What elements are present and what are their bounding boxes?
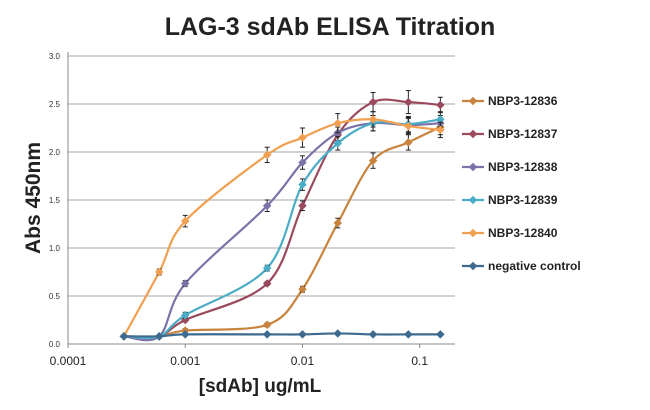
series-line [123,121,441,342]
x-axis-label: [sdAb] ug/mL [199,376,322,397]
legend-swatch-marker [468,96,478,106]
data-point [436,100,445,110]
y-tick-label: 1.5 [49,196,61,205]
series-line [123,126,441,338]
data-point [262,150,272,160]
data-point [119,332,129,341]
data-point [180,279,190,288]
data-point [436,115,445,124]
plot-area [119,90,445,342]
data-point [404,330,413,339]
x-tick-label: 0.001 [170,354,200,368]
y-axis-label: Abs 450nm [22,142,45,254]
legend-swatch-marker [468,129,478,139]
data-point [262,201,272,211]
y-tick-label: 0.0 [49,340,61,349]
y-tick-label: 3.0 [49,52,61,61]
data-point [404,121,413,131]
data-point [368,115,378,124]
y-tick-label: 0.5 [49,292,61,301]
data-point [404,97,413,107]
legend-label: NBP3-12836 [488,94,558,108]
series-line [123,98,441,339]
legend-item-0: NBP3-12836 [462,94,558,108]
axes [67,52,455,348]
y-tick-label: 2.0 [49,148,61,157]
legend-label: NBP3-12839 [488,193,558,207]
legend-swatch-marker [468,195,478,205]
legend-label: NBP3-12837 [488,127,558,141]
y-tick-labels: 0.0 0.5 1.0 1.5 2.0 2.5 3.0 [49,52,61,349]
x-tick-label: 0.0001 [50,354,87,368]
legend-item-2: NBP3-12838 [462,160,558,174]
data-point [298,330,307,339]
data-point [154,267,164,277]
legend-label: NBP3-12838 [488,160,558,174]
x-tick-label: 0.1 [411,354,428,368]
y-tick-label: 1.0 [49,244,61,253]
legend-swatch-marker [468,162,478,172]
data-point [180,310,190,320]
legend-swatch-marker [468,228,478,238]
x-tick-labels: 0.0001 0.001 0.01 0.1 [50,354,429,368]
legend-swatch-marker [468,261,478,271]
data-point [404,138,413,147]
data-point [436,330,445,339]
y-tick-label: 2.5 [49,100,61,109]
chart-title: LAG-3 sdAb ELISA Titration [165,13,496,41]
data-point [368,330,378,339]
data-point [298,180,307,189]
legend-item-5: negative control [462,259,581,273]
data-point [368,97,378,107]
data-point [180,330,190,339]
data-point [333,118,343,128]
legend-item-4: NBP3-12840 [462,226,558,240]
series-5 [119,329,445,341]
x-tick-label: 0.01 [291,354,315,368]
data-point [262,279,272,288]
data-point [368,156,378,165]
legend-item-1: NBP3-12837 [462,127,558,141]
data-point [436,125,445,135]
series-1 [119,90,445,341]
series-0 [119,118,445,341]
data-point [298,201,307,211]
legend-label: negative control [488,259,581,273]
data-point [298,158,307,167]
data-point [298,285,307,294]
legend-item-3: NBP3-12839 [462,193,558,207]
data-point [298,133,307,142]
data-point [262,320,272,330]
data-point [262,330,272,339]
data-point [154,332,164,341]
series-2 [119,115,445,342]
legend-label: NBP3-12840 [488,226,558,240]
legend: NBP3-12836 NBP3-12837 NBP3-12838 NBP3-12839… [462,94,581,273]
data-point [180,216,190,226]
series-line [122,118,441,337]
data-point [262,263,272,273]
data-point [333,139,343,148]
gridlines [68,55,455,297]
data-point [333,329,343,338]
data-point [333,218,343,228]
